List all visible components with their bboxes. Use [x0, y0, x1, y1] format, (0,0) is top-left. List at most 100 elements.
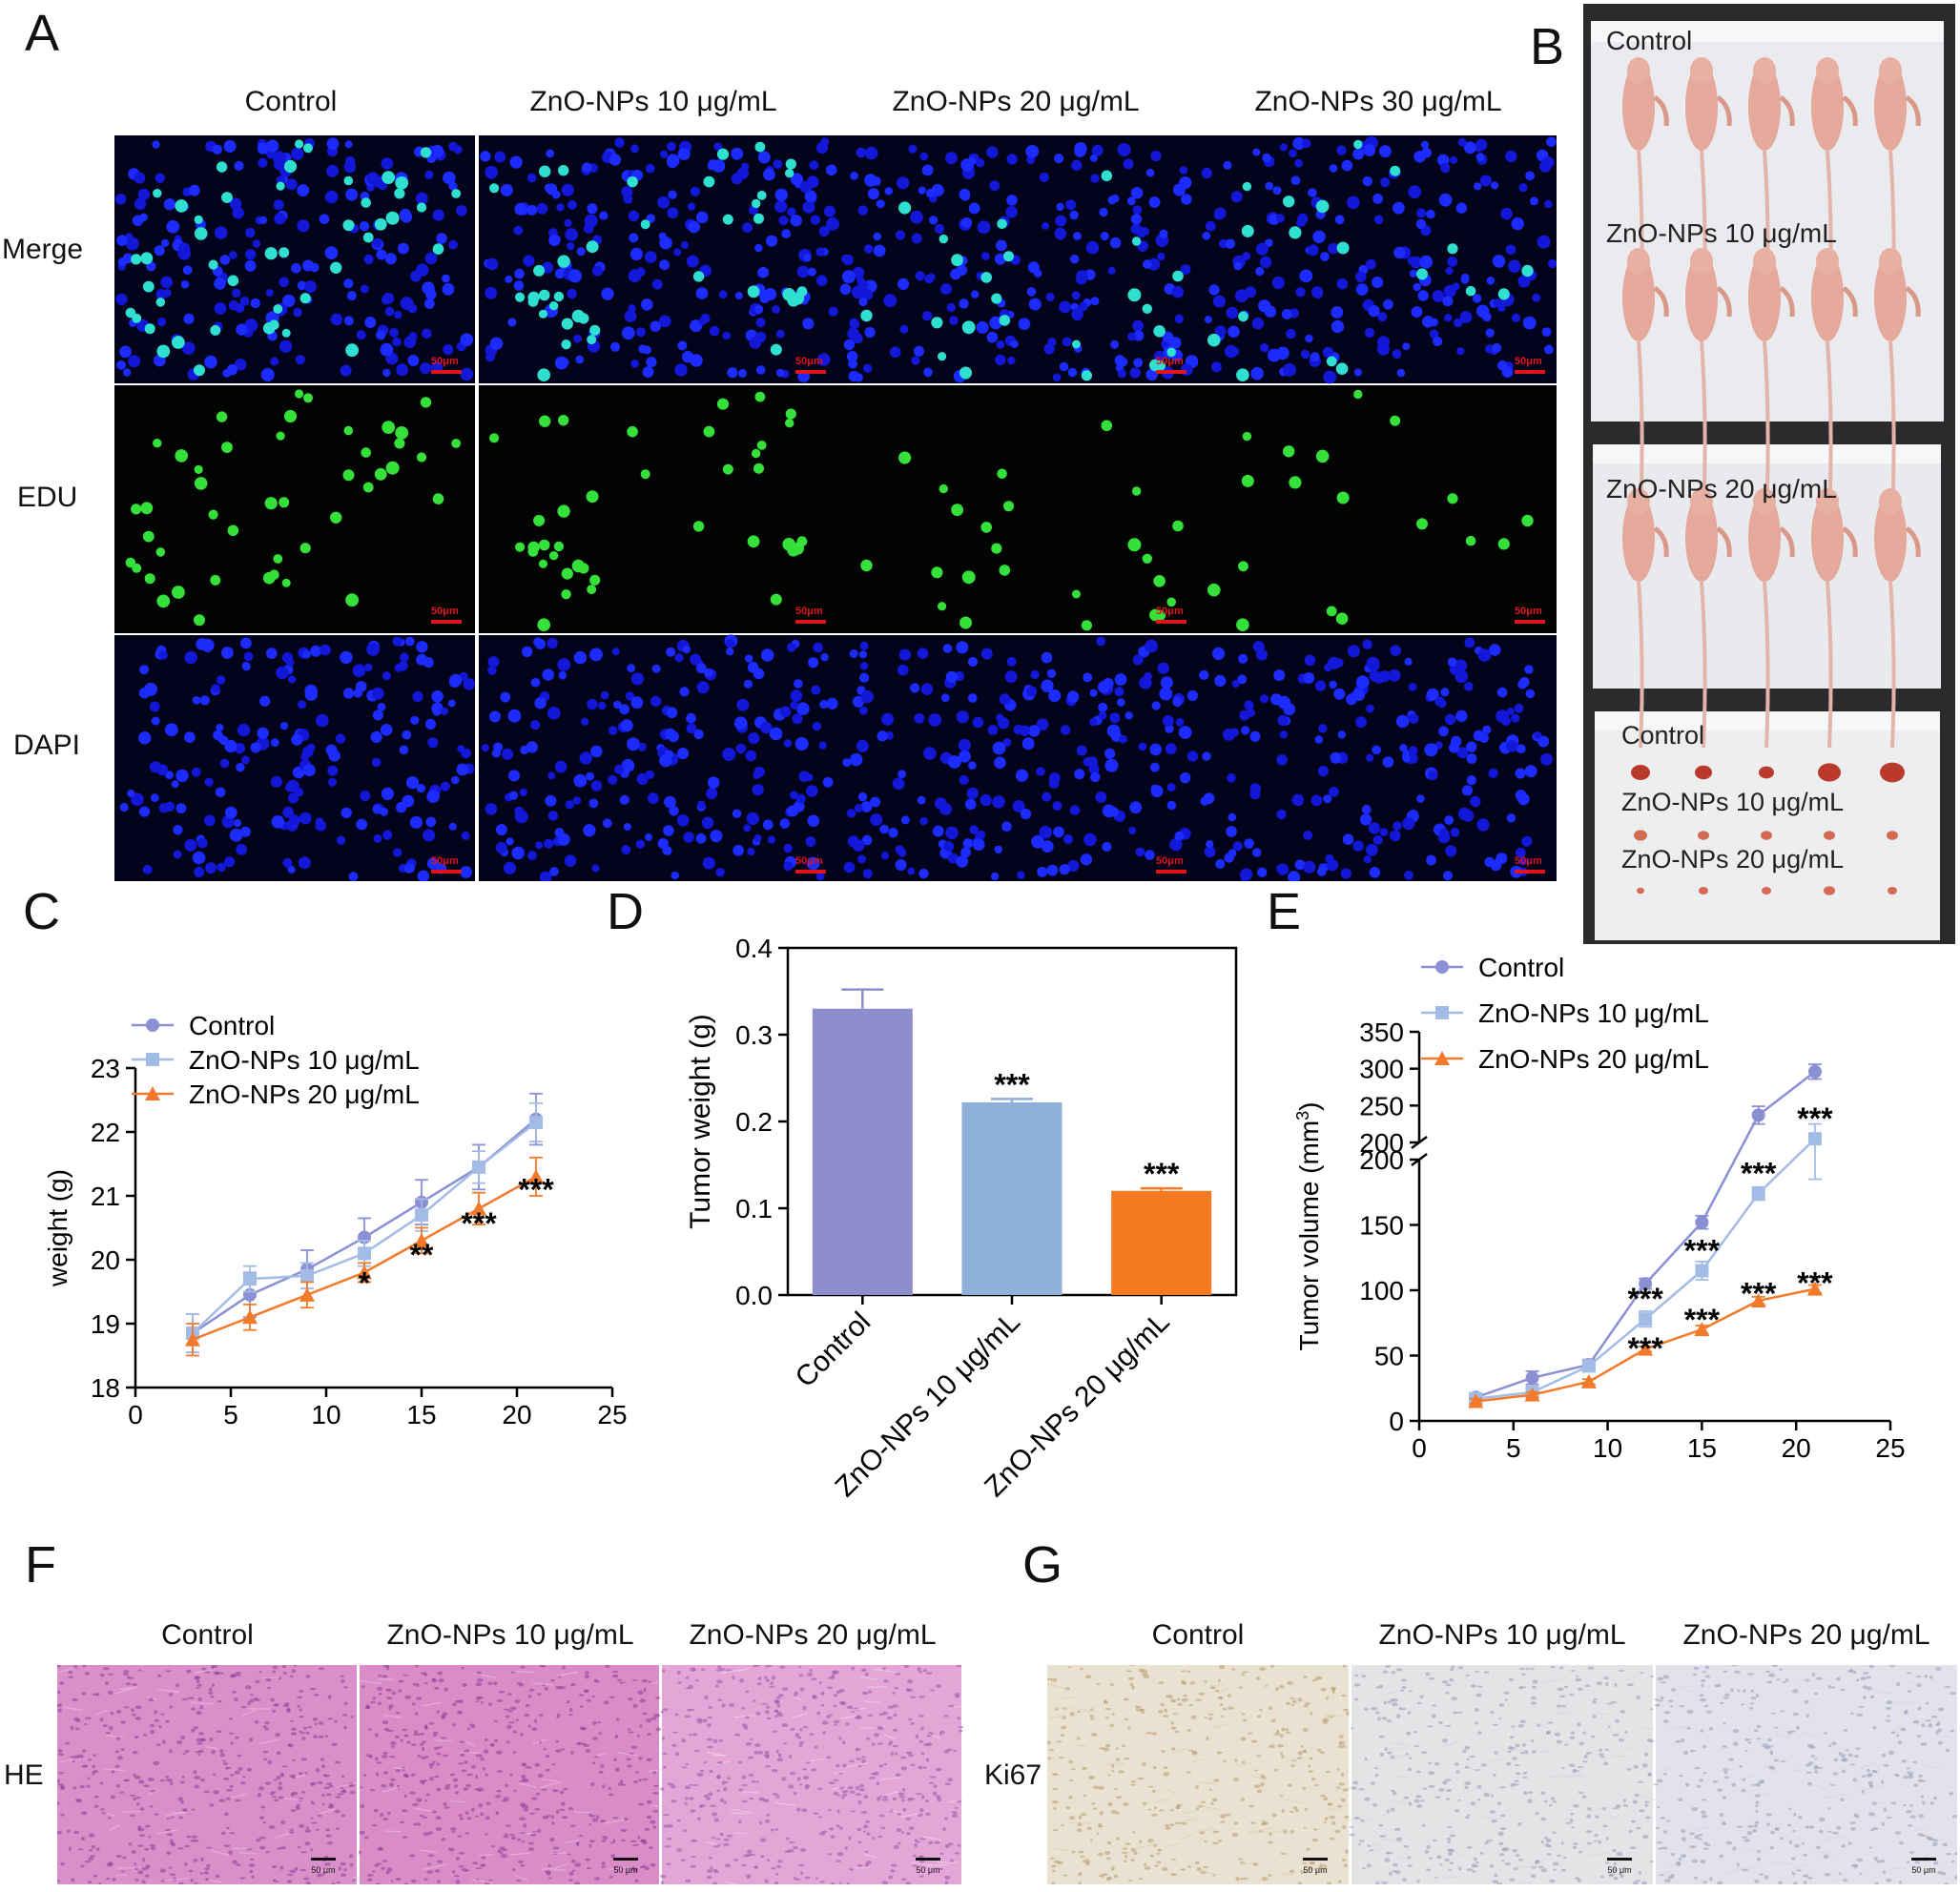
dapi-nucleus: [763, 168, 775, 181]
dapi-nucleus: [1307, 244, 1319, 257]
cell-nucleus: [275, 1733, 280, 1738]
dapi-nucleus: [614, 137, 625, 148]
dapi-nucleus: [1174, 314, 1185, 324]
data-point: [1807, 1132, 1822, 1146]
cell-nucleus: [1416, 1804, 1423, 1808]
cell-nucleus: [1552, 1861, 1559, 1866]
cell-nucleus: [689, 1733, 692, 1737]
data-point: [1806, 1281, 1823, 1296]
mouse-body: [1811, 63, 1844, 151]
dapi-nucleus: [399, 745, 409, 755]
mouse-tumor: [1653, 285, 1669, 318]
dapi-nucleus: [1459, 311, 1473, 323]
dapi-nucleus: [828, 306, 838, 317]
dapi-nucleus: [340, 364, 352, 377]
x-tick-label: 10: [1593, 1433, 1622, 1463]
edu-nucleus: [1072, 339, 1081, 349]
dapi-nucleus: [816, 353, 831, 366]
cell-nucleus: [1242, 1718, 1248, 1722]
cell-nucleus: [1915, 1676, 1922, 1678]
cell-nucleus: [412, 1802, 419, 1807]
tissue-fiber: [1178, 1818, 1198, 1823]
cell-nucleus: [892, 1692, 896, 1695]
edu-nucleus: [489, 433, 500, 443]
tissue-fiber: [1395, 1855, 1414, 1862]
dapi-nucleus: [1071, 291, 1081, 300]
dapi-nucleus: [320, 644, 331, 656]
cell-nucleus: [1472, 1870, 1476, 1873]
dapi-nucleus: [1331, 306, 1344, 319]
cell-nucleus: [890, 1863, 897, 1867]
cell-nucleus: [1081, 1813, 1087, 1817]
dapi-nucleus: [1333, 658, 1344, 668]
cell-nucleus: [1521, 1776, 1528, 1779]
cell-nucleus: [229, 1675, 237, 1678]
x-tick-label: 25: [597, 1400, 627, 1429]
edu-nucleus: [557, 504, 570, 518]
cell-nucleus: [799, 1783, 803, 1786]
mouse-body: [1874, 254, 1907, 341]
cell-nucleus: [1076, 1828, 1083, 1833]
cell-nucleus: [422, 1747, 425, 1752]
cell-nucleus: [1301, 1750, 1308, 1753]
cell-nucleus: [1700, 1697, 1706, 1702]
cell-nucleus: [829, 1714, 834, 1717]
dapi-nucleus: [1515, 847, 1526, 858]
dapi-nucleus: [587, 698, 598, 710]
cell-nucleus: [1445, 1779, 1452, 1781]
cell-nucleus: [556, 1809, 560, 1815]
dapi-nucleus: [753, 834, 762, 842]
cell-nucleus: [1413, 1731, 1418, 1734]
x-tick-label: 5: [1506, 1433, 1521, 1463]
tissue-fiber: [1327, 1806, 1342, 1811]
tissue-fiber: [1047, 1682, 1064, 1690]
dapi-nucleus: [511, 846, 525, 860]
cell-nucleus: [423, 1799, 428, 1802]
cell-nucleus: [1269, 1831, 1272, 1837]
cell-nucleus: [861, 1756, 866, 1758]
cell-nucleus: [99, 1673, 105, 1677]
dapi-nucleus: [783, 739, 792, 748]
edu-nucleus: [303, 393, 313, 403]
dapi-nucleus: [1041, 840, 1054, 853]
cell-nucleus: [1531, 1738, 1535, 1743]
dapi-nucleus: [1372, 194, 1383, 204]
mouse-body: [1622, 494, 1655, 582]
dapi-nucleus: [945, 826, 959, 840]
cell-nucleus: [1340, 1772, 1345, 1778]
dapi-nucleus: [1430, 318, 1438, 327]
dapi-nucleus: [404, 636, 415, 647]
edu-nucleus: [980, 522, 992, 533]
cell-nucleus: [1778, 1881, 1783, 1884]
edu-nucleus: [1390, 415, 1401, 426]
cell-nucleus: [1552, 1800, 1558, 1803]
cell-nucleus: [193, 1858, 198, 1862]
cell-nucleus: [1233, 1777, 1239, 1782]
cell-nucleus: [1292, 1699, 1297, 1704]
cell-nucleus: [732, 1676, 735, 1680]
cell-nucleus: [769, 1685, 775, 1688]
cell-nucleus: [667, 1823, 673, 1828]
dapi-nucleus: [928, 713, 942, 727]
cell-nucleus: [828, 1809, 832, 1812]
cell-nucleus: [900, 1878, 907, 1882]
cell-nucleus: [1223, 1759, 1228, 1762]
dapi-nucleus: [794, 679, 803, 689]
cell-nucleus: [1578, 1687, 1583, 1692]
cell-nucleus: [716, 1679, 723, 1684]
dapi-nucleus: [575, 355, 585, 364]
cell-nucleus: [660, 1710, 664, 1714]
cell-nucleus: [870, 1772, 877, 1776]
cell-nucleus: [905, 1882, 912, 1884]
cell-nucleus: [1413, 1745, 1419, 1748]
cell-nucleus: [1689, 1832, 1695, 1836]
cell-nucleus: [1296, 1757, 1303, 1759]
cell-nucleus: [637, 1734, 641, 1738]
cell-nucleus: [879, 1826, 886, 1829]
dapi-nucleus: [1202, 751, 1211, 761]
mouse-head: [1690, 57, 1713, 84]
cell-nucleus: [1723, 1697, 1729, 1699]
cell-nucleus: [57, 1708, 62, 1713]
cell-nucleus: [793, 1877, 797, 1881]
cell-nucleus: [842, 1763, 847, 1768]
